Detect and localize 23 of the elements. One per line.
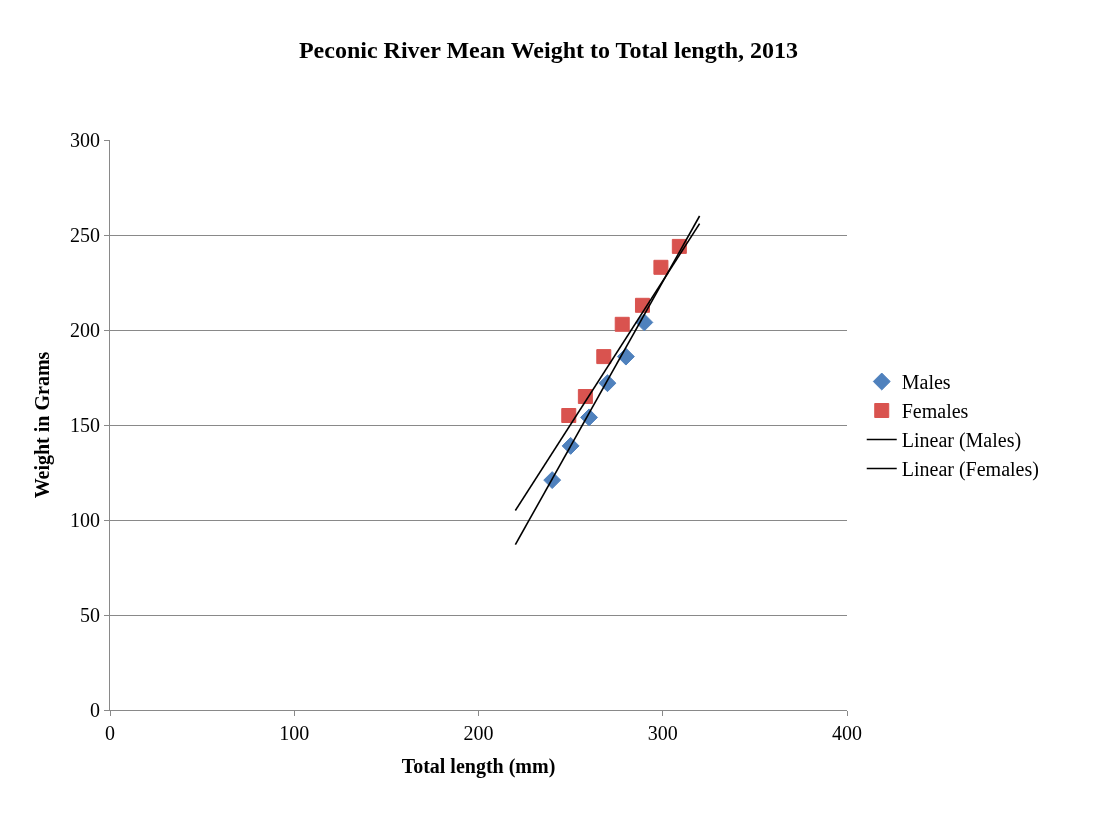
y-tick-label: 300 — [70, 129, 100, 151]
y-tick-label: 250 — [70, 224, 100, 246]
point — [561, 408, 577, 423]
x-tick-label: 0 — [105, 722, 115, 744]
y-axis-title: Weight in Grams — [30, 351, 54, 499]
y-tick-label: 0 — [90, 699, 100, 721]
point — [596, 349, 612, 365]
legend-label: Males — [901, 371, 951, 394]
x-axis-title: Total length (mm) — [401, 754, 556, 778]
point — [614, 316, 630, 332]
x-tick-label: 300 — [647, 722, 678, 744]
legend-label: Females — [901, 400, 969, 423]
y-tick-label: 100 — [70, 509, 100, 531]
chart-title: Peconic River Mean Weight to Total length, 2013 — [298, 36, 799, 63]
x-tick-label: 100 — [279, 722, 310, 744]
y-tick-label: 200 — [70, 319, 100, 341]
x-tick-label: 400 — [832, 722, 862, 744]
legend-label: Linear (Females) — [901, 458, 1039, 482]
x-tick-label: 200 — [463, 722, 494, 744]
y-tick-label: 150 — [70, 414, 100, 436]
y-tick-label: 50 — [80, 604, 100, 626]
point — [653, 259, 669, 275]
legend-label: Linear (Males) — [901, 429, 1022, 453]
